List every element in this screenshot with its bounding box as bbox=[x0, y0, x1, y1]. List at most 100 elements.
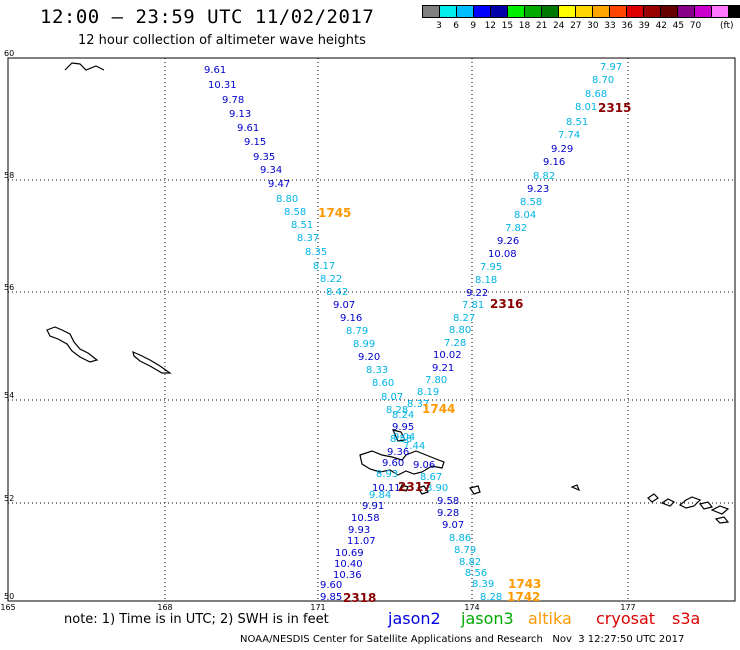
wave-height-value: 9.91 bbox=[362, 501, 384, 512]
wave-height-value: 8.37 bbox=[407, 399, 429, 410]
wave-height-value: 9.23 bbox=[527, 184, 549, 195]
wave-height-value: 8.51 bbox=[566, 117, 588, 128]
color-scale-tick-label: 6 bbox=[453, 21, 459, 31]
pass-time-label: 2316 bbox=[490, 297, 523, 311]
color-scale-tick-label: 9 bbox=[470, 21, 477, 31]
wave-height-value: 9.07 bbox=[333, 300, 355, 311]
wave-height-value: 8.28 bbox=[480, 592, 502, 603]
color-scale-tick-label: 27 bbox=[570, 21, 582, 31]
wave-height-value: 8.80 bbox=[276, 194, 298, 205]
wave-height-value: 9.04 bbox=[393, 432, 415, 443]
color-scale-tick-label: 33 bbox=[604, 21, 616, 31]
wave-height-value: 9.84 bbox=[369, 490, 391, 501]
wave-height-value: 8.70 bbox=[592, 75, 614, 86]
wave-height-value: 8.60 bbox=[372, 378, 394, 389]
wave-height-value: 9.58 bbox=[437, 496, 459, 507]
wave-height-value: 9.20 bbox=[358, 352, 380, 363]
wave-height-value: 7.80 bbox=[425, 375, 447, 386]
wave-height-value: 9.36 bbox=[387, 447, 409, 458]
credit-line: NOAA/NESDIS Center for Satellite Applica… bbox=[240, 634, 685, 645]
longitude-label: 177 bbox=[620, 603, 635, 612]
color-scale-tick-label: 18 bbox=[518, 21, 531, 31]
color-scale-tick-label: 36 bbox=[621, 21, 633, 31]
color-scale-bar bbox=[422, 5, 740, 18]
longitude-label: 165 bbox=[0, 603, 15, 612]
pass-time-label: 1744 bbox=[422, 402, 455, 416]
pass-time-label: 1743 bbox=[508, 577, 541, 591]
wave-height-value: 8.82 bbox=[533, 171, 555, 182]
wave-height-value: 8.28 bbox=[386, 405, 408, 416]
longitude-labels: 165 168 171 174 177 bbox=[0, 603, 635, 612]
legend-item-jason2: jason2 bbox=[388, 609, 441, 628]
wave-height-value: 7.81 bbox=[462, 300, 484, 311]
latitude-label: 54 bbox=[4, 391, 14, 400]
wave-height-value: 8.07 bbox=[381, 392, 403, 403]
wave-height-value: 8.68 bbox=[585, 89, 607, 100]
wave-height-value: 8.90 bbox=[426, 483, 448, 494]
wave-height-value: 9.60 bbox=[320, 580, 342, 591]
latitude-labels: 60 58 56 54 52 50 bbox=[4, 49, 14, 601]
longitude-label: 168 bbox=[157, 603, 172, 612]
footnote: note: 1) Time is in UTC; 2) SWH is in fe… bbox=[64, 612, 329, 627]
pass-time-label: 1742 bbox=[507, 590, 540, 604]
wave-height-value: 8.51 bbox=[291, 220, 313, 231]
wave-height-value: 9.21 bbox=[432, 363, 454, 374]
color-scale-tick-label: 70 bbox=[689, 21, 702, 31]
wave-height-value: 10.31 bbox=[208, 80, 237, 91]
wave-height-value: 8.82 bbox=[459, 557, 481, 568]
coastline bbox=[46, 62, 730, 524]
wave-height-value: 9.07 bbox=[442, 520, 464, 531]
wave-height-value: 9.61 bbox=[204, 65, 226, 76]
wave-height-value: 9.47 bbox=[268, 179, 290, 190]
wave-height-value: 8.04 bbox=[514, 210, 536, 221]
wave-height-value: 7.95 bbox=[480, 262, 502, 273]
color-scale-tick-label: 15 bbox=[501, 21, 514, 31]
wave-height-value: 8.93 bbox=[376, 469, 398, 480]
color-scale-tick-label: 39 bbox=[638, 21, 650, 31]
latitude-label: 56 bbox=[4, 283, 14, 292]
wave-height-value: 8.39 bbox=[472, 579, 494, 590]
wave-height-value: 9.60 bbox=[382, 458, 404, 469]
wave-height-value: 8.19 bbox=[417, 387, 439, 398]
map-subtitle: 12 hour collection of altimeter wave hei… bbox=[78, 33, 366, 48]
wave-height-value: 9.28 bbox=[437, 508, 459, 519]
pass-time-label: 2318 bbox=[343, 591, 376, 605]
wave-height-value: 7.97 bbox=[600, 62, 622, 73]
latitude-label: 60 bbox=[4, 49, 14, 58]
longitude-label: 171 bbox=[310, 603, 325, 612]
pass-time-label: 2317 bbox=[398, 480, 431, 494]
wave-height-value: 8.17 bbox=[313, 261, 335, 272]
wave-height-value: 10.36 bbox=[333, 570, 362, 581]
map-frame bbox=[7, 57, 736, 602]
wave-height-value: 9.93 bbox=[348, 525, 370, 536]
wave-height-value: 8.58 bbox=[284, 207, 306, 218]
latitude-label: 52 bbox=[4, 494, 14, 503]
wave-height-value: 9.22 bbox=[466, 288, 488, 299]
wave-height-value: 9.35 bbox=[253, 152, 275, 163]
wave-height-value: 7.28 bbox=[444, 338, 466, 349]
latitude-label: 50 bbox=[4, 592, 14, 601]
wave-height-value: 9.85 bbox=[320, 592, 342, 603]
wave-height-value: 9.16 bbox=[543, 157, 565, 168]
color-scale-tick-label: 30 bbox=[587, 21, 599, 31]
wave-height-value: 8.42 bbox=[326, 287, 348, 298]
wave-height-value: 10.08 bbox=[488, 249, 517, 260]
color-scale-tick-label: 45 bbox=[672, 21, 685, 31]
latitude-label: 58 bbox=[4, 171, 14, 180]
legend-item-s3a: s3a bbox=[672, 609, 701, 628]
wave-height-value: 8.79 bbox=[346, 326, 368, 337]
wave-height-value: 8.58 bbox=[520, 197, 542, 208]
color-scale-unit: (ft) bbox=[720, 21, 734, 31]
map-title: 12:00 — 23:59 UTC 11/02/2017 bbox=[40, 6, 375, 28]
wave-height-value: 8.58 bbox=[390, 434, 412, 445]
wave-height-value: 8.22 bbox=[320, 274, 342, 285]
wave-height-value: 8.01 bbox=[575, 102, 597, 113]
wave-height-value: 9.13 bbox=[229, 109, 251, 120]
wave-height-value: 9.61 bbox=[237, 123, 259, 134]
wave-height-value: 9.34 bbox=[260, 165, 282, 176]
color-scale-tick-label: 24 bbox=[552, 21, 565, 31]
legend-item-cryosat: cryosat bbox=[596, 609, 656, 628]
wave-height-value: 8.27 bbox=[453, 313, 475, 324]
